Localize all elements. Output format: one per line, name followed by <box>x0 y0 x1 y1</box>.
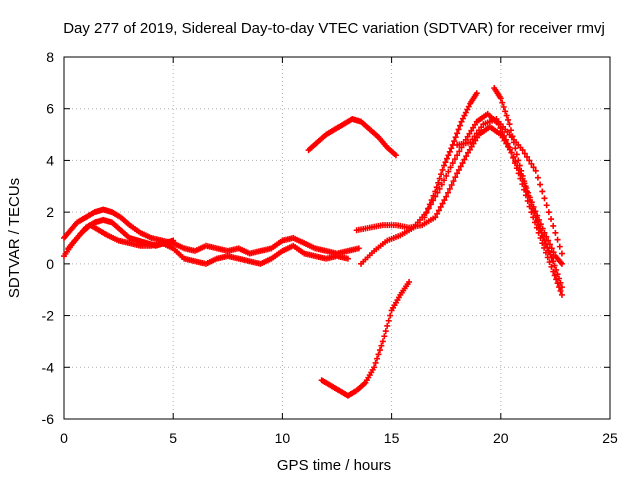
y-tick-label: 4 <box>46 152 54 168</box>
y-tick-label: -4 <box>42 359 55 375</box>
series-track-5 <box>318 278 413 399</box>
series-track-10 <box>454 116 565 257</box>
chart-title: Day 277 of 2019, Sidereal Day-to-day VTE… <box>63 20 605 37</box>
series-track-3 <box>65 216 177 252</box>
series-track-1 <box>61 206 362 257</box>
data-point-markers <box>358 110 565 298</box>
x-tick-label: 25 <box>602 430 618 446</box>
data-points <box>61 85 565 399</box>
data-point-markers <box>491 85 565 291</box>
x-tick-label: 0 <box>60 430 68 446</box>
y-tick-label: 8 <box>46 49 54 65</box>
x-tick-label: 10 <box>275 430 291 446</box>
data-point-markers <box>454 116 565 257</box>
data-point-markers <box>421 90 480 221</box>
x-axis-label: GPS time / hours <box>277 457 391 474</box>
x-tick-label: 20 <box>493 430 509 446</box>
axis-ticks: 0 5 10 15 20 25 -6 -4 -2 0 2 4 6 8 <box>42 49 618 446</box>
data-point-markers <box>65 216 177 252</box>
series-track-4 <box>305 116 399 159</box>
data-point-markers <box>61 206 362 257</box>
y-tick-label: 2 <box>46 204 54 220</box>
y-tick-label: -6 <box>42 411 55 427</box>
data-point-markers <box>305 116 399 159</box>
x-tick-label: 15 <box>384 430 400 446</box>
series-track-7 <box>358 110 565 298</box>
y-tick-label: 6 <box>46 101 54 117</box>
y-tick-label: 0 <box>46 256 54 272</box>
series-track-8 <box>421 90 480 221</box>
data-point-markers <box>318 278 413 399</box>
x-tick-label: 5 <box>169 430 177 446</box>
y-tick-label: -2 <box>42 308 55 324</box>
series-track-9 <box>491 85 565 291</box>
y-axis-label: SDTVAR / TECUs <box>6 178 23 298</box>
